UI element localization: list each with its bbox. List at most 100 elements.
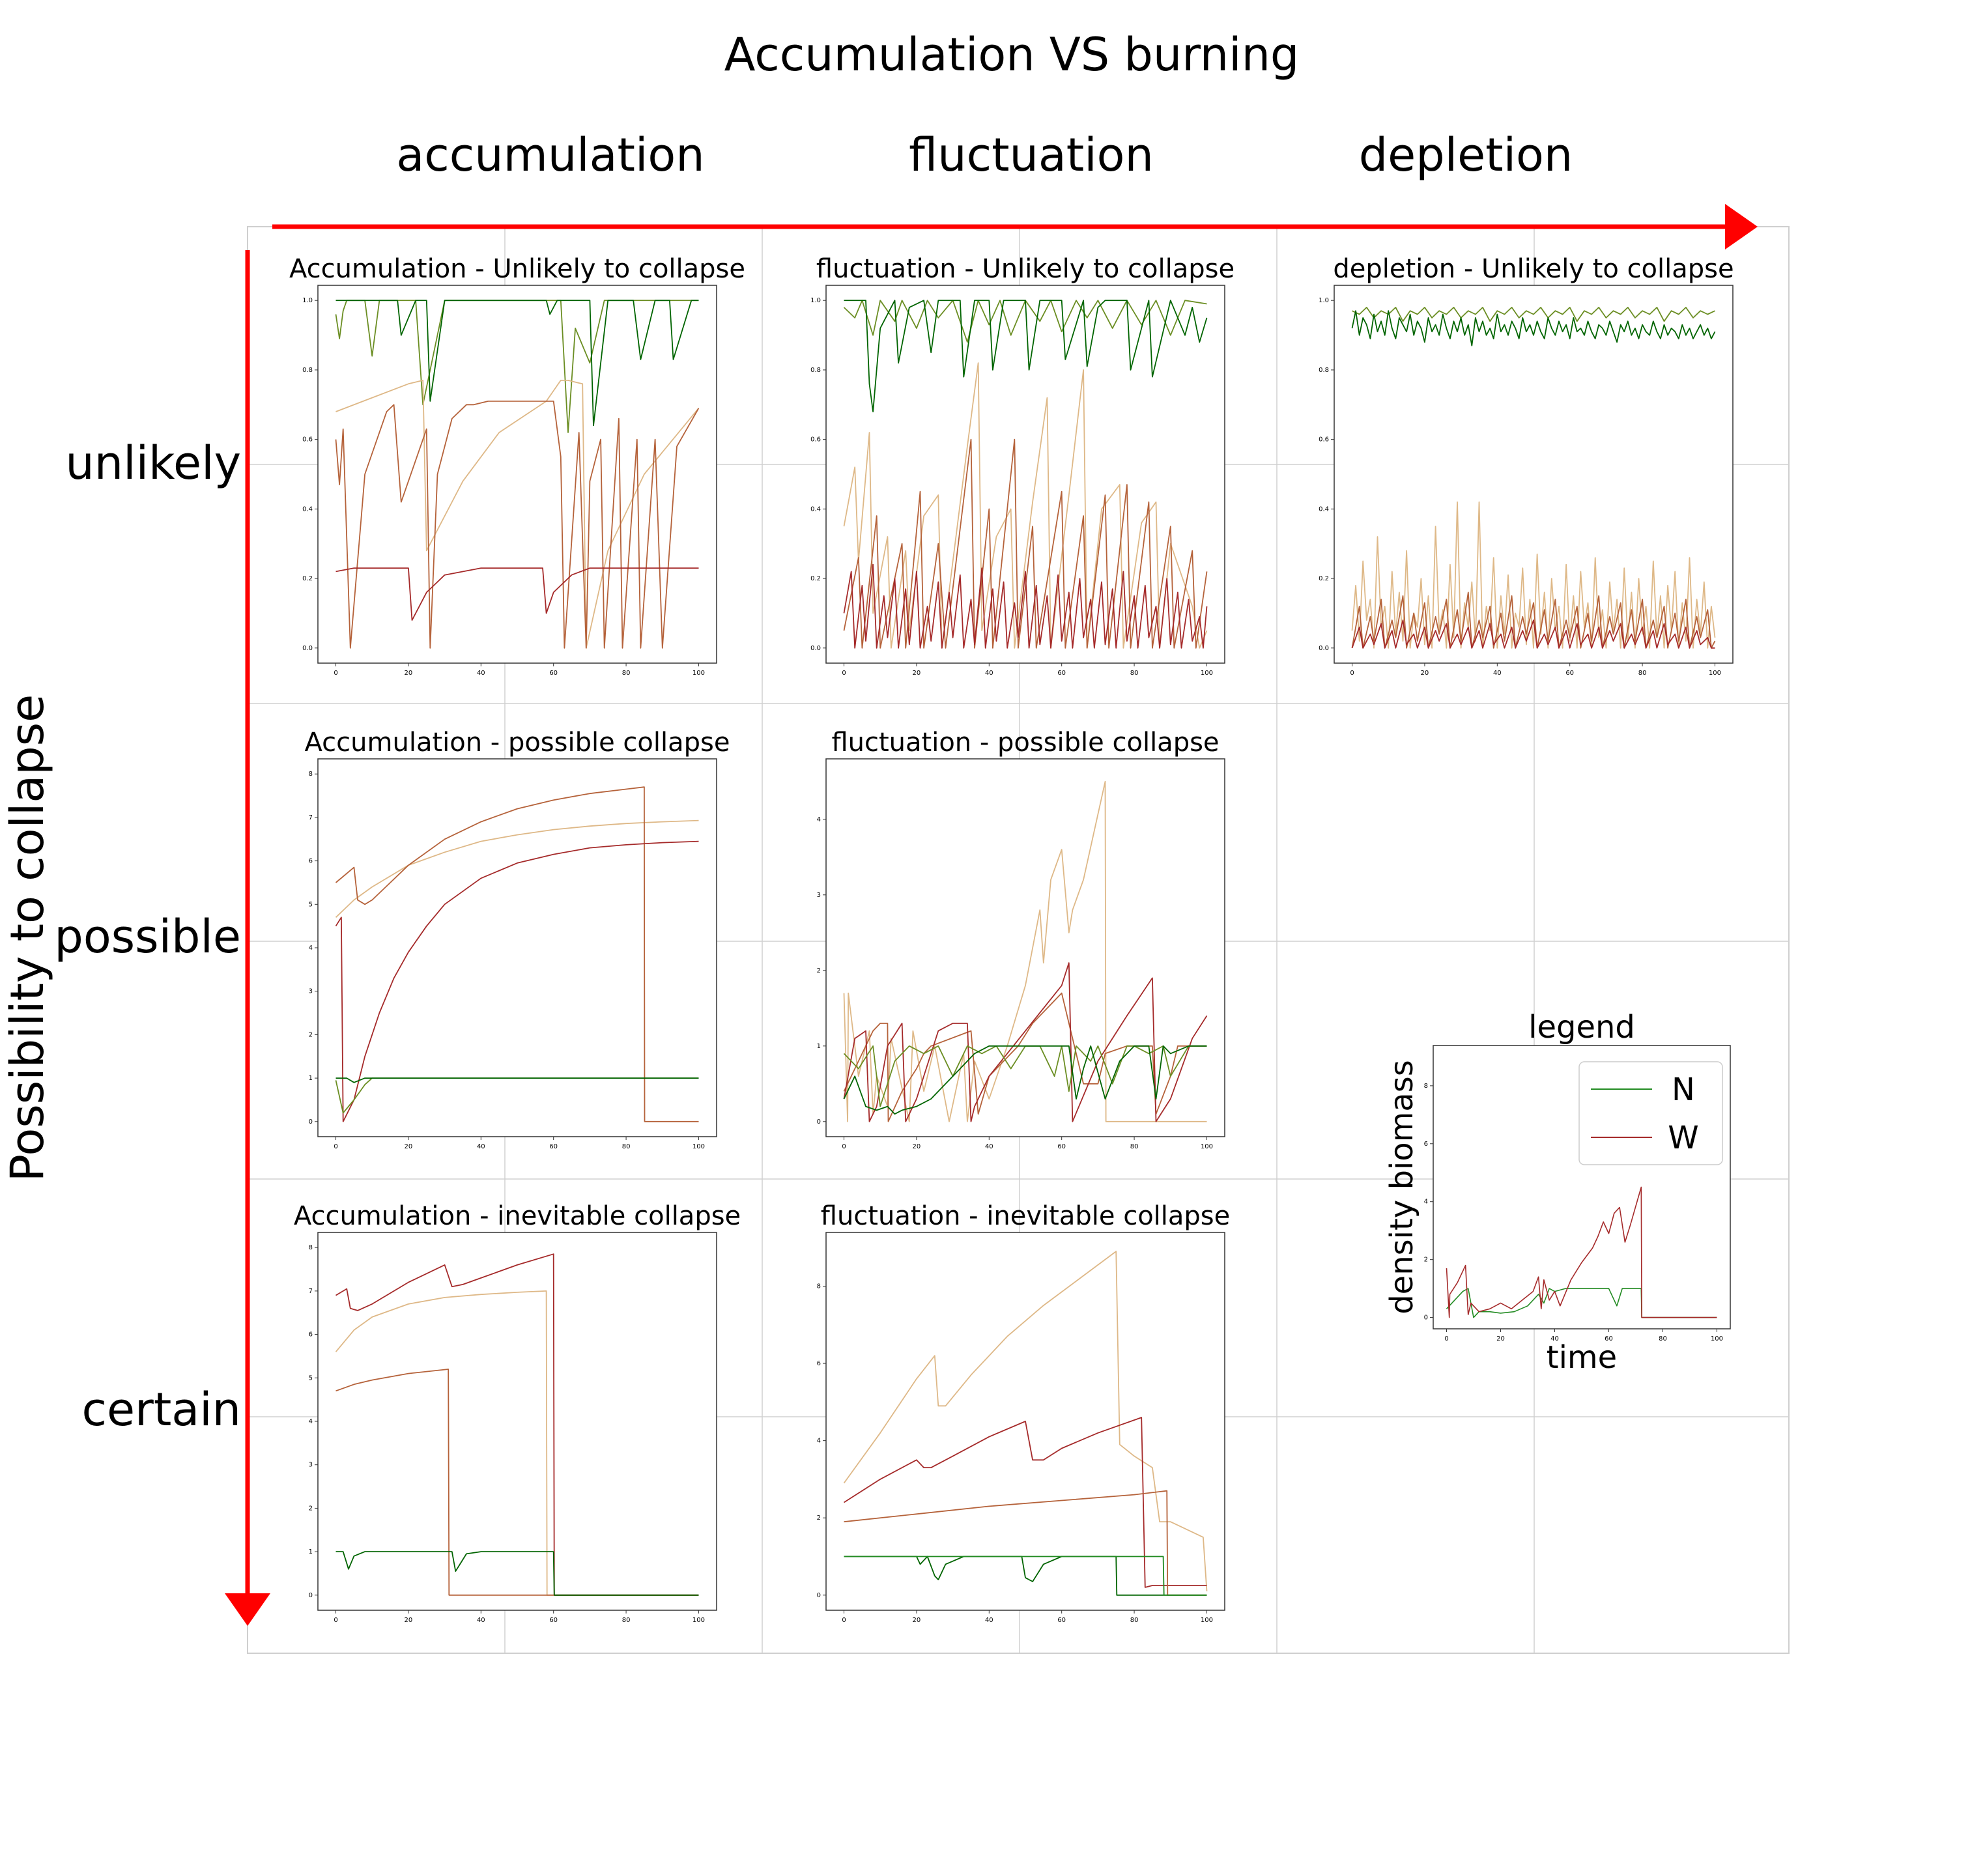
y-tick-label: 8 (1424, 1083, 1428, 1090)
y-tick-label: 1.0 (810, 297, 821, 304)
x-tick-label: 100 (692, 1617, 705, 1624)
series-line-0 (843, 1251, 1208, 1591)
x-tick-label: 60 (1605, 1335, 1613, 1343)
y-tick-label: 1.0 (1319, 297, 1329, 304)
y-tick-label: 6 (1424, 1141, 1428, 1148)
y-tick-label: 0 (817, 1592, 821, 1599)
series-line-2 (844, 1490, 1207, 1596)
y-tick-label: 8 (817, 1283, 821, 1290)
x-tick-label: 60 (1565, 670, 1574, 677)
y-tick-label: 4 (1424, 1199, 1428, 1206)
x-category-fluctuation: fluctuation (909, 128, 1154, 182)
subplot-title: Accumulation - possible collapse (305, 728, 730, 758)
x-tick-label: 20 (1421, 670, 1429, 677)
x-tick-label: 60 (1057, 1143, 1066, 1150)
y-tick-label: 8 (309, 771, 313, 778)
y-tick-label: 2 (1424, 1257, 1428, 1264)
x-tick-label: 20 (913, 1617, 921, 1624)
subplot-frame (825, 285, 1225, 664)
x-tick-label: 40 (477, 1617, 485, 1624)
x-tick-label: 0 (334, 670, 337, 677)
series-line-W (1446, 1186, 1717, 1318)
y-tick-label: 0 (309, 1592, 313, 1599)
subplot-title: legend (1528, 1009, 1635, 1045)
x-tick-label: 100 (1201, 1143, 1213, 1150)
series-line-4 (335, 1077, 699, 1083)
y-tick-label: 1 (309, 1548, 313, 1556)
y-tick-label: 2 (309, 1031, 313, 1038)
y-tick-label: 3 (309, 1462, 313, 1469)
subplot-frame (317, 285, 717, 664)
subplot-frame (825, 758, 1225, 1137)
series-line-4 (1351, 619, 1715, 649)
x-tick-label: 80 (622, 1617, 631, 1624)
legend-label-W: W (1668, 1120, 1698, 1156)
subplot-frame (317, 758, 717, 1137)
x-tick-label: 40 (477, 670, 485, 677)
x-tick-label: 0 (842, 670, 846, 677)
series-line-1 (844, 1417, 1207, 1588)
series-line-1 (335, 786, 699, 1122)
y-tick-label: 0.0 (1319, 645, 1329, 652)
y-tick-label: 1.0 (302, 297, 313, 304)
x-tick-label: 80 (622, 670, 631, 677)
x-tick-label: 60 (549, 1617, 558, 1624)
x-tick-label: 0 (334, 1143, 337, 1150)
y-tick-label: 6 (309, 858, 313, 865)
y-tick-label: 3 (309, 988, 313, 995)
series-line-4 (843, 1045, 1207, 1115)
y-tick-label: 0.4 (1319, 505, 1329, 513)
y-category-unlikely: unlikely (65, 436, 241, 490)
legend-frame (1578, 1061, 1723, 1165)
x-tick-label: 100 (1711, 1335, 1723, 1343)
x-tick-label: 20 (913, 670, 921, 677)
legend-label-N: N (1672, 1072, 1695, 1108)
y-tick-label: 4 (817, 1438, 821, 1445)
y-direction-arrow (225, 250, 270, 1626)
y-tick-label: 0.8 (302, 367, 313, 374)
x-category-accumulation: accumulation (396, 128, 704, 182)
subplot-title: fluctuation - inevitable collapse (821, 1201, 1231, 1231)
subplot-title: Accumulation - Unlikely to collapse (289, 254, 745, 284)
y-tick-label: 1 (817, 1043, 821, 1050)
subplot-title: fluctuation - Unlikely to collapse (816, 254, 1235, 284)
x-tick-label: 20 (405, 1143, 413, 1150)
y-tick-label: 2 (817, 967, 821, 974)
y-tick-label: 4 (309, 1418, 313, 1425)
series-line-2 (335, 840, 699, 1122)
subplot-2: depletion - Unlikely to collapse 0 20 40 60 8… (1319, 254, 1734, 677)
y-category-certain: certain (82, 1383, 242, 1436)
y-tick-label: 2 (309, 1505, 313, 1512)
y-tick-label: 0 (1424, 1315, 1428, 1322)
y-tick-label: 4 (309, 945, 313, 952)
x-tick-label: 80 (1130, 1143, 1139, 1150)
legend-x-label: time (1547, 1339, 1617, 1376)
y-tick-label: 1 (309, 1075, 313, 1082)
x-tick-label: 100 (1201, 1617, 1213, 1624)
x-tick-label: 80 (1638, 670, 1647, 677)
y-tick-label: 0.2 (1319, 575, 1329, 582)
y-axis-label: Possibility to collapse (1, 694, 54, 1182)
y-tick-label: 8 (309, 1244, 313, 1251)
series-line-3 (335, 401, 700, 649)
x-tick-label: 100 (1709, 670, 1721, 677)
x-tick-label: 80 (1130, 1617, 1139, 1624)
x-tick-label: 100 (692, 670, 705, 677)
x-tick-label: 0 (842, 1617, 846, 1624)
x-direction-arrow (272, 204, 1758, 249)
legend-y-label: density biomass (1384, 1060, 1420, 1315)
x-tick-label: 60 (1057, 670, 1066, 677)
y-tick-label: 0 (817, 1118, 821, 1126)
series-line-1 (844, 300, 1208, 412)
x-tick-label: 80 (1659, 1335, 1667, 1343)
y-category-possible: possible (54, 910, 241, 963)
x-tick-label: 40 (985, 670, 993, 677)
x-tick-label: 40 (1550, 1335, 1559, 1343)
y-tick-label: 0 (309, 1118, 313, 1126)
x-tick-label: 20 (1496, 1335, 1505, 1343)
series-line-3 (1351, 591, 1716, 649)
